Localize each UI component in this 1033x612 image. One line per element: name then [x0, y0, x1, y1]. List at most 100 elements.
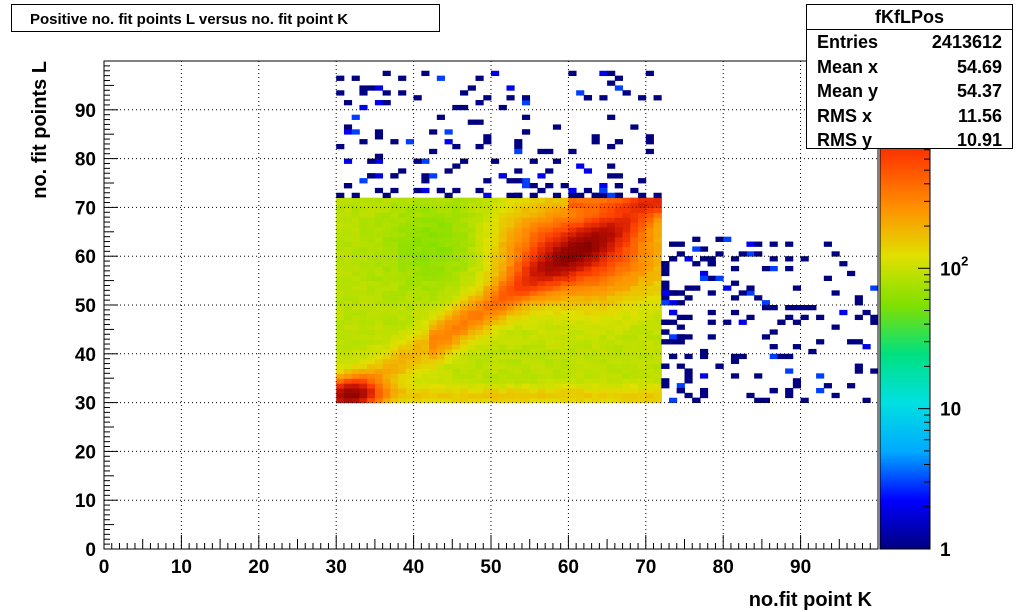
heatmap-cell — [614, 241, 624, 248]
heatmap-cell — [398, 226, 407, 233]
heatmap-cell — [421, 222, 430, 228]
heatmap-cell — [351, 309, 361, 316]
heatmap-cell — [367, 285, 376, 291]
heatmap-cell — [630, 324, 639, 330]
heatmap-cell — [847, 270, 856, 277]
heatmap-cell — [343, 265, 353, 272]
heatmap-cell — [483, 95, 492, 101]
heatmap-cell — [398, 392, 407, 399]
y-tick-label: 20 — [75, 442, 96, 463]
heatmap-cell — [614, 85, 623, 91]
heatmap-cell — [614, 309, 624, 316]
heatmap-cell — [545, 373, 554, 379]
heatmap-cell — [568, 270, 577, 277]
heatmap-cell — [684, 373, 693, 379]
heatmap-cell — [630, 265, 639, 272]
heatmap-cell — [475, 344, 484, 350]
heatmap-cell — [607, 275, 616, 282]
heatmap-cell — [521, 397, 531, 404]
heatmap-cell — [351, 300, 361, 306]
heatmap-cell — [444, 226, 453, 233]
heatmap-cell — [405, 363, 415, 370]
heatmap-cell — [529, 309, 539, 316]
heatmap-cell — [421, 226, 430, 233]
heatmap-cell — [374, 241, 384, 248]
heatmap-cell — [467, 251, 477, 257]
heatmap-cell — [467, 305, 477, 311]
heatmap-cell — [545, 339, 554, 345]
heatmap-cell — [498, 275, 508, 282]
heatmap-cell — [491, 290, 500, 296]
heatmap-cell — [514, 226, 523, 233]
heatmap-cell — [638, 212, 647, 218]
heatmap-cell — [568, 280, 577, 287]
heatmap-cell — [552, 358, 562, 365]
heatmap-cell — [591, 197, 600, 204]
heatmap-cell — [699, 392, 709, 399]
heatmap-cell — [506, 383, 515, 389]
heatmap-cell — [591, 202, 600, 208]
heatmap-cell — [436, 358, 446, 365]
x-tick-label: 90 — [790, 557, 811, 578]
heatmap-cell — [421, 392, 430, 399]
heatmap-cell — [390, 197, 399, 204]
heatmap-cell — [444, 300, 453, 306]
heatmap-cell — [529, 207, 539, 213]
heatmap-cell — [390, 392, 399, 399]
heatmap-cell — [483, 285, 492, 291]
heatmap-cell — [521, 285, 531, 291]
heatmap-cell — [483, 202, 492, 208]
heatmap-cell — [359, 392, 368, 399]
heatmap-cell — [622, 256, 631, 262]
heatmap-cell — [591, 358, 600, 365]
heatmap-cell — [460, 241, 469, 248]
heatmap-cell — [444, 222, 453, 228]
heatmap-cell — [568, 187, 577, 194]
heatmap-cell — [483, 300, 492, 306]
heatmap-cell — [699, 348, 709, 355]
heatmap-cell — [614, 75, 623, 81]
heatmap-cell — [483, 256, 492, 262]
heatmap-cell — [452, 217, 461, 223]
heatmap-cell — [444, 241, 453, 248]
heatmap-cell — [607, 163, 616, 169]
heatmap-cell — [707, 309, 716, 316]
heatmap-cell — [460, 329, 469, 335]
heatmap-cell — [607, 207, 616, 213]
heatmap-cell — [506, 178, 515, 184]
heatmap-cell — [405, 261, 415, 267]
heatmap-cell — [607, 202, 616, 208]
heatmap-cell — [545, 383, 554, 389]
heatmap-cell — [599, 265, 608, 272]
heatmap-cell — [460, 387, 469, 394]
heatmap-cell — [429, 353, 438, 360]
heatmap-cell — [599, 387, 608, 394]
heatmap-cell — [367, 226, 376, 233]
heatmap-cell — [645, 358, 655, 365]
heatmap-cell — [630, 251, 639, 257]
heatmap-cell — [421, 187, 430, 194]
heatmap-cell — [630, 207, 639, 213]
heatmap-cell — [405, 207, 415, 213]
heatmap-cell — [475, 202, 484, 208]
heatmap-cell — [576, 314, 585, 321]
heatmap-cell — [568, 256, 577, 262]
heatmap-cell — [769, 305, 778, 311]
heatmap-cell — [374, 344, 384, 350]
heatmap-cell — [537, 285, 546, 291]
heatmap-cell — [854, 295, 863, 301]
heatmap-cell — [421, 324, 430, 330]
heatmap-cell — [491, 217, 500, 223]
heatmap-cell — [436, 231, 446, 238]
heatmap-cell — [591, 314, 600, 321]
heatmap-cell — [475, 241, 484, 248]
heatmap-cell — [614, 280, 624, 287]
heatmap-cell — [614, 183, 623, 189]
heatmap-cell — [483, 261, 492, 267]
heatmap-cell — [398, 261, 407, 267]
heatmap-cell — [382, 309, 391, 316]
heatmap-cell — [429, 217, 438, 223]
heatmap-cell — [614, 290, 624, 296]
heatmap-cell — [707, 290, 716, 296]
heatmap-cell — [483, 383, 492, 389]
